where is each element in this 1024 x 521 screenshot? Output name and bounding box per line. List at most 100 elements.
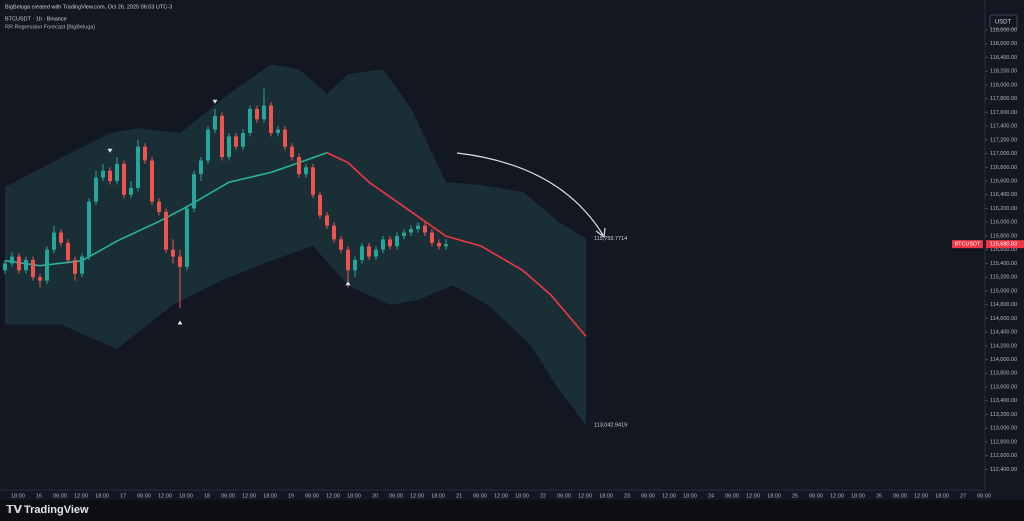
x-tick-label: 12:00 — [746, 493, 760, 499]
y-tick-label: 116,800.00 — [990, 165, 1017, 171]
candle-body — [241, 132, 245, 147]
candle-body — [94, 177, 98, 202]
x-tick-label: 12:00 — [578, 493, 592, 499]
y-tick-label: 113,200.00 — [990, 412, 1017, 418]
y-tick-label: 117,000.00 — [990, 151, 1017, 157]
candle-body — [395, 235, 399, 247]
x-tick-label: 23 — [624, 493, 630, 499]
y-tick-label: 118,000.00 — [990, 82, 1017, 88]
indicator: RR Regression Forecast [BigBeluga] — [5, 24, 95, 30]
candle-body — [157, 201, 161, 212]
x-tick-label: 18:00 — [431, 493, 445, 499]
x-tick-label: 06:00 — [137, 493, 151, 499]
x-tick-label: 26 — [876, 493, 882, 499]
candle-body — [381, 239, 385, 250]
candle-body — [87, 201, 91, 257]
x-tick-label: 20 — [372, 493, 378, 499]
currency-box[interactable] — [989, 14, 1018, 30]
x-tick-label: 18:00 — [683, 493, 697, 499]
x-tick-label: 12:00 — [242, 493, 256, 499]
x-tick-label: 06:00 — [221, 493, 235, 499]
candle-body — [185, 208, 189, 267]
x-tick-label: 18:00 — [851, 493, 865, 499]
x-tick-label: 18:00 — [95, 493, 109, 499]
candle-body — [80, 256, 84, 274]
y-tick-label: 116,400.00 — [990, 192, 1017, 198]
price-tag — [952, 240, 983, 249]
candle-body — [409, 229, 413, 233]
forecast-band — [5, 64, 586, 426]
x-tick-label: 12:00 — [326, 493, 340, 499]
y-tick-label: 114,000.00 — [990, 357, 1017, 363]
candle-body — [122, 163, 126, 195]
candle-body — [143, 146, 147, 161]
y-tick-label: 113,800.00 — [990, 371, 1017, 377]
signal-marker — [345, 281, 351, 286]
x-tick-label: 18:00 — [179, 493, 193, 499]
x-tick-label: 18 — [204, 493, 210, 499]
candle-body — [325, 215, 329, 226]
y-tick-label: 113,000.00 — [990, 426, 1017, 432]
y-tick-label: 113,600.00 — [990, 384, 1017, 390]
x-tick-label: 12:00 — [914, 493, 928, 499]
x-tick-label: 18:00 — [347, 493, 361, 499]
candle-body — [430, 232, 434, 243]
x-tick-label: 06:00 — [641, 493, 655, 499]
y-tick-label: 118,800.00 — [990, 27, 1017, 33]
y-tick-label: 112,600.00 — [990, 453, 1017, 459]
candle-body — [227, 136, 231, 158]
x-tick-label: 18:00 — [935, 493, 949, 499]
candle-body — [52, 232, 56, 250]
candle-body — [374, 249, 378, 257]
y-tick-label: 115,200.00 — [990, 275, 1017, 281]
candle-body — [360, 246, 364, 261]
candle-body — [3, 263, 7, 271]
x-tick-label: 06:00 — [305, 493, 319, 499]
candle-body — [199, 160, 203, 175]
candle-body — [318, 194, 322, 216]
candle-body — [66, 242, 70, 261]
signal-marker — [177, 320, 183, 325]
arrow-head — [595, 227, 606, 239]
candle-body — [297, 157, 301, 175]
symbol: BTCUSDT · 1h · Binance — [5, 16, 67, 22]
candle-body — [248, 108, 252, 133]
candle-body — [234, 136, 238, 147]
candle-body — [24, 260, 28, 271]
x-tick-label: 06:00 — [977, 493, 991, 499]
y-tick-label: 114,800.00 — [990, 302, 1017, 308]
x-tick-label: 06:00 — [473, 493, 487, 499]
x-tick-label: 06:00 — [557, 493, 571, 499]
x-tick-label: 16 — [36, 493, 42, 499]
candle-body — [129, 187, 133, 195]
candle-body — [269, 105, 273, 133]
signal-marker — [212, 99, 218, 104]
candle-body — [290, 146, 294, 158]
x-tick-label: 12:00 — [410, 493, 424, 499]
candle-body — [437, 242, 441, 247]
candle-body — [108, 170, 112, 182]
x-tick-label: 06:00 — [725, 493, 739, 499]
x-tick-label: 27 — [960, 493, 966, 499]
y-tick-label: 113,400.00 — [990, 398, 1017, 404]
x-tick-label: 17 — [120, 493, 126, 499]
y-tick-label: 118,600.00 — [990, 41, 1017, 47]
y-tick-label: 112,400.00 — [990, 467, 1017, 473]
x-tick-label: 12:00 — [662, 493, 676, 499]
y-tick-label: 117,400.00 — [990, 124, 1017, 130]
y-tick-label: 115,600.00 — [990, 247, 1017, 253]
brand: TradingView — [24, 504, 89, 516]
candle-body — [339, 239, 343, 250]
candle-body — [171, 249, 175, 257]
x-tick-label: 12:00 — [830, 493, 844, 499]
y-tick-label: 115,800.00 — [990, 233, 1017, 239]
y-tick-label: 117,600.00 — [990, 110, 1017, 116]
currency: USDT — [995, 20, 1012, 26]
credit: BigBeluga created with TradingView.com, … — [5, 4, 172, 10]
candle-body — [388, 239, 392, 247]
candle-body — [45, 249, 49, 281]
regression-line — [4, 152, 328, 267]
x-tick-label: 21 — [456, 493, 462, 499]
candle-body — [213, 115, 217, 130]
